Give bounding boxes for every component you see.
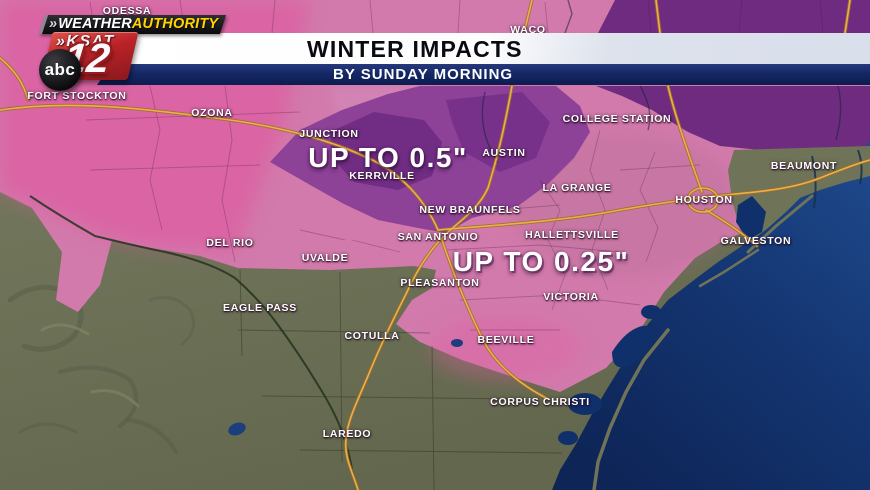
- weather-label: WEATHER: [58, 16, 132, 32]
- weather-authority-logo: »WEATHERAUTHORITY: [49, 15, 218, 34]
- region-half-inch-core-austin: [446, 92, 550, 172]
- ksat-call-letters: »KSAT: [56, 33, 115, 51]
- rio-grande-river: [29, 195, 359, 490]
- rivers: [481, 0, 842, 163]
- region-half-inch-northeast-top: [598, 0, 870, 33]
- barrier-islands: [592, 194, 814, 490]
- subtitle-banner: [97, 64, 870, 85]
- mexico-terrain-texture: [7, 284, 196, 454]
- call-letters: KSAT: [66, 33, 115, 50]
- title-banner: [105, 33, 870, 64]
- banner-subtitle: BY SUNDAY MORNING: [333, 66, 514, 83]
- region-half-inch-northeast: [596, 86, 870, 152]
- lakes: [228, 339, 463, 436]
- county-grid-south: [237, 269, 563, 490]
- coastal-bays: [558, 196, 766, 445]
- authority-label: AUTHORITY: [131, 16, 219, 32]
- banner-title: WINTER IMPACTS: [307, 36, 523, 62]
- chevron-icon: »: [49, 16, 58, 32]
- chevron-icon: »: [56, 33, 67, 50]
- gulf-of-mexico: [552, 140, 870, 490]
- region-half-inch-core-hillcountry: [330, 112, 442, 190]
- abc-network-logo: abc: [39, 49, 81, 91]
